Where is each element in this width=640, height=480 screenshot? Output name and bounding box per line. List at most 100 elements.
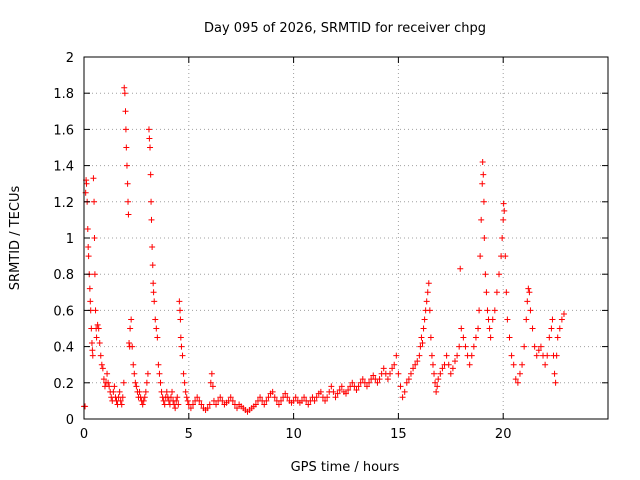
data-point xyxy=(496,271,503,278)
data-point xyxy=(552,379,559,386)
x-tick-label: 5 xyxy=(185,427,193,442)
data-point xyxy=(219,397,226,404)
data-point xyxy=(144,370,151,377)
data-point xyxy=(111,383,118,390)
data-point xyxy=(180,370,187,377)
data-point xyxy=(229,397,236,404)
data-point xyxy=(432,379,439,386)
data-point xyxy=(343,390,349,397)
data-point xyxy=(123,162,130,169)
data-point xyxy=(282,390,289,397)
data-point xyxy=(554,334,561,341)
data-point xyxy=(124,180,131,187)
data-point xyxy=(349,379,356,386)
data-point xyxy=(504,316,511,323)
y-tick-label: 2 xyxy=(66,51,74,66)
data-point xyxy=(399,394,406,401)
data-point xyxy=(125,198,132,205)
x-tick-label: 20 xyxy=(495,427,512,442)
data-point xyxy=(401,388,408,395)
data-point xyxy=(456,343,463,350)
data-point xyxy=(551,370,558,377)
data-point xyxy=(416,352,423,359)
data-point xyxy=(118,401,125,408)
data-point xyxy=(119,394,126,401)
data-point xyxy=(439,365,446,372)
data-point xyxy=(88,339,95,346)
data-point xyxy=(484,307,491,314)
data-point xyxy=(418,334,425,341)
data-point xyxy=(525,285,532,292)
data-point xyxy=(548,325,555,332)
data-point xyxy=(526,289,533,296)
data-point xyxy=(194,394,201,401)
data-point xyxy=(148,216,155,223)
data-point xyxy=(181,379,188,386)
data-point xyxy=(149,262,156,269)
data-point xyxy=(336,387,343,394)
data-point xyxy=(470,343,477,350)
data-point xyxy=(428,352,435,359)
data-point xyxy=(338,383,345,390)
data-point xyxy=(167,394,174,401)
data-point xyxy=(493,289,500,296)
data-point xyxy=(480,198,487,205)
data-point xyxy=(482,271,489,278)
data-point xyxy=(527,307,534,314)
x-axis-label: GPS time / hours xyxy=(291,460,400,475)
data-point xyxy=(147,144,154,151)
data-point xyxy=(324,394,331,401)
data-point xyxy=(209,383,216,390)
data-point xyxy=(95,325,102,332)
data-point xyxy=(87,298,94,305)
data-point xyxy=(423,298,430,305)
data-point xyxy=(457,265,464,272)
data-point xyxy=(499,235,506,241)
data-point xyxy=(313,394,320,401)
data-point xyxy=(359,376,366,383)
data-point xyxy=(271,394,278,401)
data-point xyxy=(90,175,97,182)
data-point xyxy=(479,180,486,187)
data-point xyxy=(263,397,270,404)
y-tick-label: 0 xyxy=(66,413,74,428)
data-point xyxy=(105,379,112,386)
data-point xyxy=(479,158,486,165)
data-point xyxy=(85,253,92,260)
data-point xyxy=(330,388,337,395)
data-point xyxy=(414,358,421,365)
data-point xyxy=(92,307,99,314)
data-point xyxy=(91,198,98,205)
data-point xyxy=(98,361,105,368)
data-point xyxy=(146,135,153,142)
data-point xyxy=(198,401,205,408)
data-point xyxy=(206,401,213,408)
data-point xyxy=(141,394,148,401)
data-point xyxy=(275,401,282,408)
data-point xyxy=(94,321,101,328)
data-point xyxy=(189,401,196,408)
data-point xyxy=(328,383,335,390)
data-point xyxy=(156,370,163,377)
data-point xyxy=(176,298,183,305)
data-point xyxy=(169,388,176,395)
data-point xyxy=(257,394,264,401)
data-point xyxy=(376,376,383,383)
data-point xyxy=(110,388,117,395)
data-point xyxy=(86,285,93,292)
data-point xyxy=(136,388,143,395)
data-point xyxy=(147,171,154,178)
data-point xyxy=(537,343,544,350)
data-point xyxy=(542,361,549,368)
data-point xyxy=(421,316,428,323)
data-point xyxy=(163,388,170,395)
data-point xyxy=(466,361,473,368)
data-point xyxy=(172,405,179,412)
data-point xyxy=(345,387,352,394)
axis-ticks: 0 5 10 15 20 0 0.2 0.4 0.6 0.8 1 1.2 1.4 1.6 1.8 2 xyxy=(53,51,608,442)
data-point xyxy=(129,343,136,350)
data-point xyxy=(447,370,454,377)
data-point xyxy=(425,280,432,287)
data-point xyxy=(391,361,398,368)
data-point xyxy=(433,388,440,395)
